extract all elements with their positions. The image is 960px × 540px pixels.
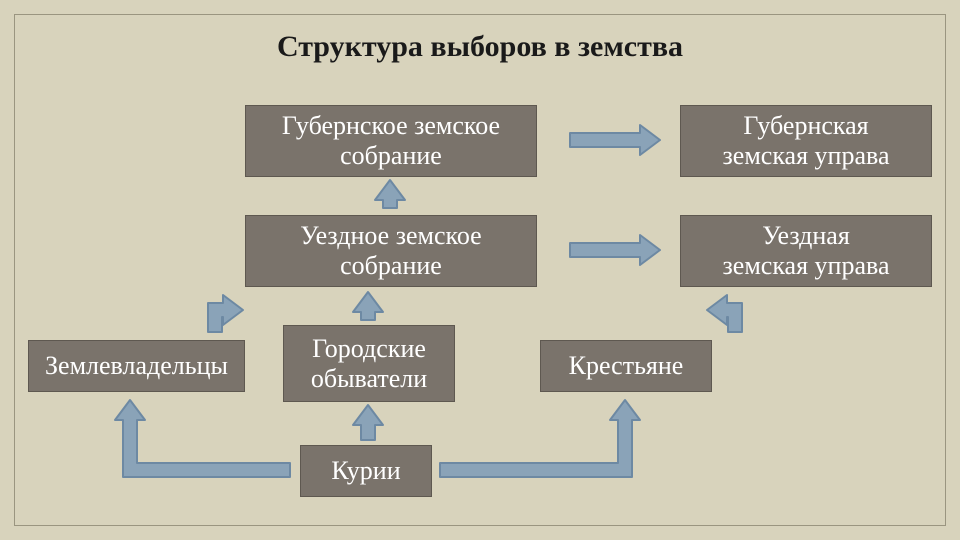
node-kurii: Курии	[300, 445, 432, 497]
diagram-title: Структура выборов в земства	[0, 30, 960, 64]
node-uezd_sobr: Уездное земское собрание	[245, 215, 537, 287]
node-krest: Крестьяне	[540, 340, 712, 392]
node-gub_sobr: Губернское земское собрание	[245, 105, 537, 177]
diagram-canvas: Структура выборов в земства Губернское з…	[0, 0, 960, 540]
node-zemlevlad: Землевладельцы	[28, 340, 245, 392]
node-gorod: Городские обыватели	[283, 325, 455, 402]
node-gub_uprava: Губернская земская управа	[680, 105, 932, 177]
node-uezd_uprava: Уездная земская управа	[680, 215, 932, 287]
